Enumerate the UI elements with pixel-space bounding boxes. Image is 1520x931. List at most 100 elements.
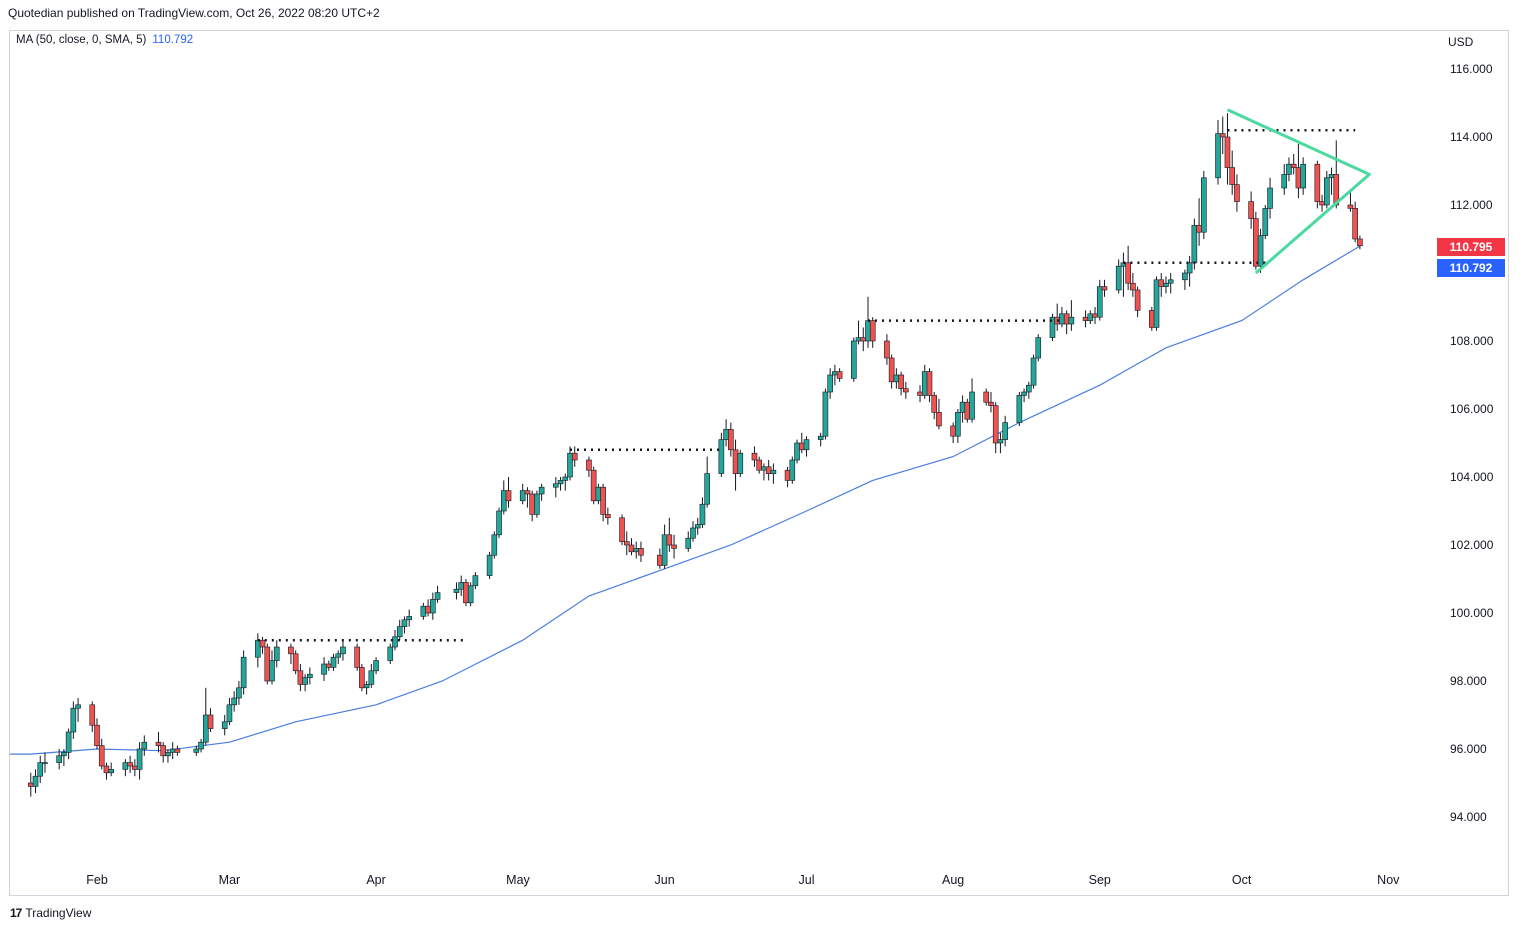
candle-up	[770, 469, 777, 474]
candle-up	[321, 663, 327, 675]
candle-up	[240, 656, 247, 689]
candle-down	[623, 541, 630, 546]
candle-down	[732, 449, 739, 474]
candle-down	[950, 425, 956, 437]
candle-up	[685, 537, 692, 549]
candle-up	[704, 473, 710, 505]
candle-up	[307, 673, 313, 678]
candle-up	[1182, 272, 1188, 281]
candle-down	[1234, 184, 1240, 202]
candle-up	[1096, 286, 1103, 318]
time-tick-label: Aug	[942, 873, 965, 887]
time-tick-label: Oct	[1231, 873, 1252, 887]
tradingview-brand[interactable]: 17 TradingView	[10, 906, 91, 920]
candle-up	[661, 534, 668, 566]
candle-down	[288, 646, 294, 655]
candle-down	[207, 714, 214, 729]
candle-up	[198, 741, 204, 750]
candle-down	[160, 745, 167, 757]
candle-up	[1002, 422, 1008, 440]
candle-down	[836, 371, 843, 379]
candle-up	[169, 748, 176, 753]
candle-up	[269, 660, 275, 682]
candle-down	[666, 534, 673, 546]
candle-down	[988, 401, 994, 406]
candle-up	[165, 752, 171, 757]
candle-down	[297, 670, 304, 685]
candle-up	[491, 534, 498, 556]
candle-down	[888, 357, 895, 383]
candle-up	[959, 401, 966, 413]
indicator-legend[interactable]: MA (50, close, 0, SMA, 5) 110.792	[16, 34, 193, 46]
candle-up	[850, 340, 857, 379]
candle-down	[860, 337, 867, 342]
candle-down	[103, 765, 110, 774]
candle-down	[292, 653, 299, 672]
indicator-value: 110.792	[152, 34, 194, 46]
candle-up	[1026, 384, 1032, 393]
candle-up	[557, 480, 564, 485]
candle-up	[108, 769, 114, 774]
candle-up	[75, 704, 81, 709]
candle-up	[406, 616, 412, 621]
candle-down	[784, 469, 791, 481]
price-tick-label: 112.000	[1450, 198, 1493, 212]
candle-up	[1300, 163, 1306, 189]
candle-down	[671, 544, 677, 549]
candle-down	[1224, 136, 1231, 168]
candle-down	[529, 493, 535, 515]
candle-up	[141, 741, 148, 750]
time-tick-label: Jun	[654, 873, 675, 887]
candle-down	[765, 466, 772, 474]
candle-up	[1262, 208, 1269, 236]
candle-up	[373, 660, 379, 672]
candle-up	[273, 646, 280, 661]
candle-up	[1324, 177, 1330, 206]
candle-down	[917, 391, 923, 396]
candle-up	[434, 592, 441, 600]
candle-down	[628, 544, 635, 553]
time-tick-label: Feb	[86, 873, 108, 887]
candle-up	[340, 646, 346, 655]
candle-down	[1295, 167, 1302, 189]
candle-down	[638, 548, 644, 556]
candle-down	[1290, 163, 1297, 168]
candle-down	[936, 412, 942, 427]
time-tick-label: Mar	[218, 873, 241, 887]
candle-down	[94, 724, 100, 746]
candle-down	[98, 745, 105, 767]
candle-down	[751, 452, 758, 461]
candle-down	[505, 490, 512, 502]
candle-up	[1201, 177, 1207, 233]
candle-up	[500, 490, 507, 512]
candle-down	[884, 340, 890, 359]
candle-up	[1030, 357, 1037, 386]
candle-down	[869, 320, 876, 342]
candle-up	[955, 412, 961, 437]
candle-up	[467, 585, 474, 604]
time-tick-label: Sep	[1088, 873, 1111, 887]
candle-up	[1167, 279, 1174, 284]
candle-up	[1281, 174, 1288, 189]
candle-up	[193, 748, 200, 753]
candle-down	[174, 748, 181, 753]
candle-up	[430, 599, 436, 614]
candle-down	[619, 517, 625, 542]
candle-down	[992, 405, 999, 444]
candle-up	[969, 391, 975, 420]
candle-down	[1101, 286, 1108, 291]
candle-up	[822, 391, 829, 437]
candle-up	[496, 510, 502, 536]
candle-up	[387, 646, 394, 661]
indicator-label: MA (50, close, 0, SMA, 5)	[16, 34, 147, 46]
candle-up	[1163, 282, 1169, 287]
candle-up	[420, 605, 427, 617]
candle-down	[1158, 279, 1165, 287]
candle-up	[893, 374, 900, 383]
candle-up	[538, 486, 545, 495]
price-tick-label: 96.000	[1450, 742, 1487, 756]
candle-down	[600, 486, 606, 515]
candle-up	[231, 697, 237, 706]
chart-frame	[9, 30, 1509, 896]
